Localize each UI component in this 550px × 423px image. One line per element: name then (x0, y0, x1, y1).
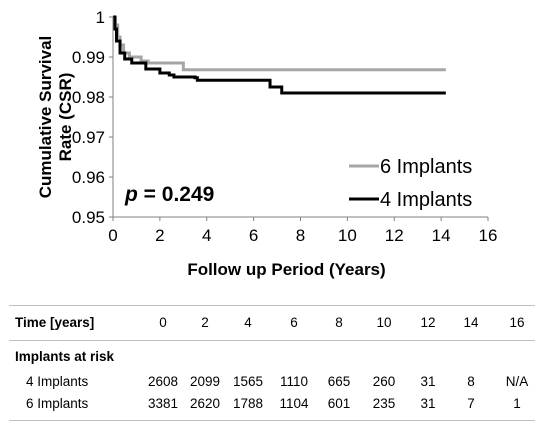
table-cell: 2608 (147, 374, 179, 389)
table-cell: 2099 (189, 374, 221, 389)
table-cell: 2620 (189, 396, 221, 411)
table-time-header: 16 (509, 315, 525, 330)
table-time-header: 0 (159, 315, 167, 330)
x-tick-label: 14 (432, 226, 451, 245)
table-cell: 1110 (279, 374, 309, 389)
table-cell: 260 (372, 374, 396, 389)
y-axis-title-line-1: Cumulative Survival (36, 36, 55, 199)
legend-label: 6 Implants (380, 156, 472, 178)
table-top-rule (9, 305, 535, 306)
legend-label: 4 Implants (380, 189, 472, 211)
x-tick-label: 12 (385, 226, 404, 245)
x-tick-label: 6 (249, 226, 258, 245)
table-time-header: 10 (376, 315, 392, 330)
table-cell: 1104 (279, 396, 309, 411)
table-header-rule (9, 340, 535, 341)
y-tick-label: 0.99 (72, 48, 105, 67)
series-line-four-implants (113, 15, 446, 95)
table-cell: 1565 (232, 374, 264, 389)
table-cell: 601 (327, 396, 351, 411)
table-time-header: 2 (201, 315, 209, 330)
table-bottom-rule (9, 420, 535, 421)
x-tick-label: 2 (155, 226, 164, 245)
series-line-six-implants (113, 15, 446, 72)
p-value-annotation: p = 0.249 (124, 183, 214, 206)
table-cell: 235 (372, 396, 396, 411)
x-tick-label: 8 (296, 226, 305, 245)
table-row-label: 6 Implants (26, 396, 89, 411)
table-time-header: 8 (335, 315, 343, 330)
table-cell: 3381 (147, 396, 179, 411)
x-tick-label: 4 (202, 226, 211, 245)
table-time-header: 12 (420, 315, 436, 330)
table-cell: 7 (467, 396, 475, 411)
table-section-label: Implants at risk (15, 349, 115, 364)
table-time-header: 6 (290, 315, 298, 330)
table-time-header: 4 (244, 315, 252, 330)
y-tick-label: 0.98 (72, 88, 105, 107)
y-tick-label: 0.95 (72, 208, 105, 227)
x-tick-label: 10 (338, 226, 357, 245)
table-header-label: Time [years] (15, 315, 95, 330)
table-cell: 8 (467, 374, 475, 389)
p-value-text: = 0.249 (138, 183, 214, 206)
table-cell: 1788 (232, 396, 264, 411)
table-time-header: 14 (463, 315, 479, 330)
x-tick-label: 16 (479, 226, 498, 245)
y-axis-title-line-2: Rate (CSR) (56, 73, 75, 162)
table-cell: 31 (420, 374, 436, 389)
p-value-symbol: p (124, 183, 138, 206)
y-tick-label: 0.97 (72, 128, 105, 147)
y-tick-label: 0.96 (72, 168, 105, 187)
table-row-label: 4 Implants (26, 374, 89, 389)
table-cell: 31 (420, 396, 436, 411)
table-cell: 1 (513, 396, 521, 411)
y-tick-label: 1 (96, 8, 105, 27)
table-cell: N/A (505, 374, 529, 389)
y-axis-title: Cumulative SurvivalRate (CSR) (36, 36, 75, 199)
table-cell: 665 (327, 374, 351, 389)
x-tick-label: 0 (108, 226, 117, 245)
x-axis-title: Follow up Period (Years) (187, 260, 385, 279)
